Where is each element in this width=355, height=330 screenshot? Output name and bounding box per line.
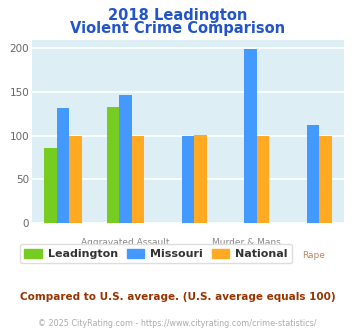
Legend: Leadington, Missouri, National: Leadington, Missouri, National [20, 244, 292, 263]
Bar [307, 125, 320, 223]
Text: Compared to U.S. average. (U.S. average equals 100): Compared to U.S. average. (U.S. average … [20, 292, 335, 302]
Text: © 2025 CityRating.com - https://www.cityrating.com/crime-statistics/: © 2025 CityRating.com - https://www.city… [38, 319, 317, 328]
Bar [44, 148, 57, 223]
Bar [257, 136, 269, 223]
Bar [119, 94, 132, 223]
Text: Robbery: Robbery [169, 251, 207, 260]
Bar [57, 108, 70, 223]
Text: All Violent Crime: All Violent Crime [25, 251, 101, 260]
Text: Murder & Mans...: Murder & Mans... [212, 238, 289, 247]
Text: 2018 Leadington: 2018 Leadington [108, 8, 247, 23]
Bar [244, 49, 257, 223]
Bar [107, 107, 119, 223]
Text: Aggravated Assault: Aggravated Assault [81, 238, 170, 247]
Bar [182, 136, 195, 223]
Bar [70, 136, 82, 223]
Text: Violent Crime Comparison: Violent Crime Comparison [70, 21, 285, 36]
Bar [320, 136, 332, 223]
Bar [195, 135, 207, 223]
Text: Rape: Rape [302, 251, 324, 260]
Bar [132, 136, 144, 223]
